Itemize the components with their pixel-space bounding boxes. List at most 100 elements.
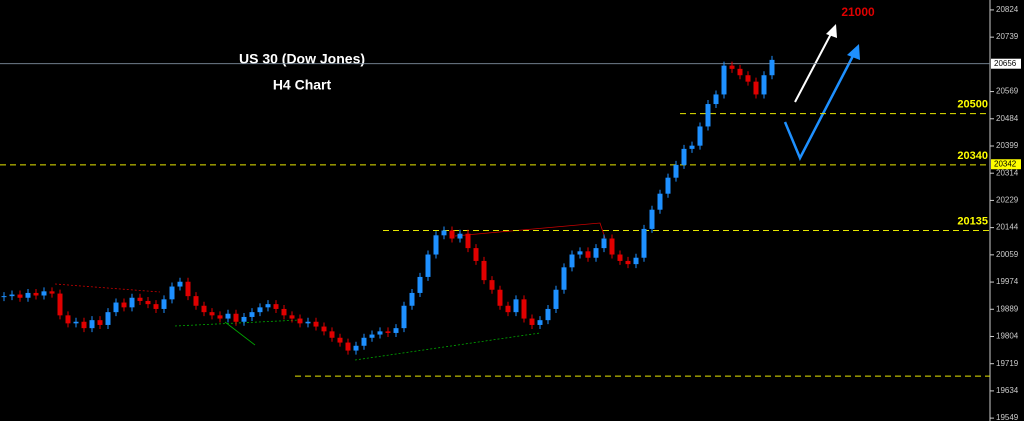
y-tick-label: 19889	[996, 304, 1019, 313]
candle-body	[321, 326, 327, 332]
candle-body	[473, 248, 479, 261]
candle-body	[697, 126, 703, 146]
candle-body	[273, 304, 279, 309]
target-label: 21000	[841, 5, 875, 19]
price-marker-label: 20656	[994, 59, 1017, 68]
candle-body	[561, 267, 567, 290]
candle-body	[361, 337, 367, 346]
candle-body	[313, 321, 319, 327]
y-tick-label: 19549	[996, 413, 1019, 421]
y-tick-label: 20399	[996, 141, 1019, 150]
y-tick-label: 19719	[996, 359, 1019, 368]
level-label: 20340	[957, 150, 988, 162]
candle-body	[257, 307, 263, 313]
candle-body	[513, 299, 519, 313]
candle-body	[233, 313, 239, 322]
y-tick-label: 20144	[996, 223, 1019, 232]
level-label: 20135	[957, 215, 988, 227]
candle-body	[89, 320, 95, 329]
candle-body	[529, 318, 535, 325]
candle-body	[745, 75, 751, 82]
price-marker-label: 20342	[994, 159, 1017, 168]
candle-body	[385, 331, 391, 333]
candle-body	[281, 308, 287, 316]
candle-body	[145, 300, 151, 305]
candle-body	[625, 260, 631, 265]
trend-line	[454, 222, 606, 239]
trend-line	[354, 332, 541, 361]
candle-body	[617, 254, 623, 261]
y-tick-label: 19804	[996, 332, 1019, 341]
arrow-head	[826, 24, 837, 38]
candle-body	[505, 305, 511, 313]
candle-body	[705, 104, 711, 127]
candle-body	[593, 248, 599, 258]
candle-body	[129, 297, 135, 308]
candle-body	[761, 75, 767, 95]
candle-body	[201, 305, 207, 313]
candle-body	[17, 294, 23, 298]
price-marker	[991, 159, 1021, 170]
arrow-head	[847, 44, 860, 60]
candle-body	[497, 289, 503, 306]
candle-body	[305, 321, 311, 324]
chart-subtitle: H4 Chart	[273, 77, 332, 93]
candle-body	[97, 320, 103, 325]
candle-body	[537, 320, 543, 325]
candle-body	[609, 238, 615, 255]
candle-body	[329, 331, 335, 338]
candle-body	[265, 304, 271, 308]
y-tick-label: 20824	[996, 5, 1019, 14]
candle-body	[249, 312, 255, 317]
y-tick-label: 19974	[996, 277, 1019, 286]
candle-body	[209, 312, 215, 316]
candle-body	[345, 342, 351, 351]
candle-body	[1, 296, 7, 298]
up-arrow	[794, 29, 834, 103]
scenario-arrow	[783, 51, 857, 161]
candle-body	[161, 299, 167, 309]
candle-body	[441, 230, 447, 236]
candle-body	[521, 299, 527, 319]
candle-body	[577, 251, 583, 255]
candle-body	[737, 68, 743, 76]
candle-body	[689, 145, 695, 149]
candle-body	[33, 292, 39, 296]
y-tick-label: 20314	[996, 168, 1019, 177]
price-marker	[991, 58, 1021, 69]
y-tick-label: 20059	[996, 250, 1019, 259]
candle-body	[769, 59, 775, 76]
candle-body	[25, 292, 31, 298]
candle-body	[393, 328, 399, 333]
candle-body	[153, 304, 159, 309]
candle-body	[65, 315, 71, 324]
candle-body	[681, 148, 687, 165]
trend-line	[174, 319, 301, 327]
candle-body	[169, 286, 175, 300]
candle-body	[73, 321, 79, 324]
candle-body	[569, 254, 575, 268]
candle-body	[353, 345, 359, 351]
y-tick-label: 20569	[996, 87, 1019, 96]
candle-body	[241, 316, 247, 322]
y-tick-label: 20229	[996, 196, 1019, 205]
candle-body	[425, 254, 431, 277]
candle-body	[601, 238, 607, 249]
candle-body	[81, 321, 87, 329]
candle-body	[177, 281, 183, 287]
candle-body	[113, 302, 119, 313]
candle-body	[489, 280, 495, 290]
candle-body	[729, 65, 735, 69]
candle-body	[753, 81, 759, 95]
candle-body	[409, 292, 415, 306]
candle-body	[401, 305, 407, 329]
candle-body	[105, 312, 111, 325]
candle-body	[377, 331, 383, 335]
candle-body	[481, 260, 487, 281]
candle-body	[641, 228, 647, 258]
candle-body	[673, 164, 679, 178]
candle-body	[665, 177, 671, 194]
candle-body	[657, 193, 663, 210]
candle-body	[721, 65, 727, 95]
